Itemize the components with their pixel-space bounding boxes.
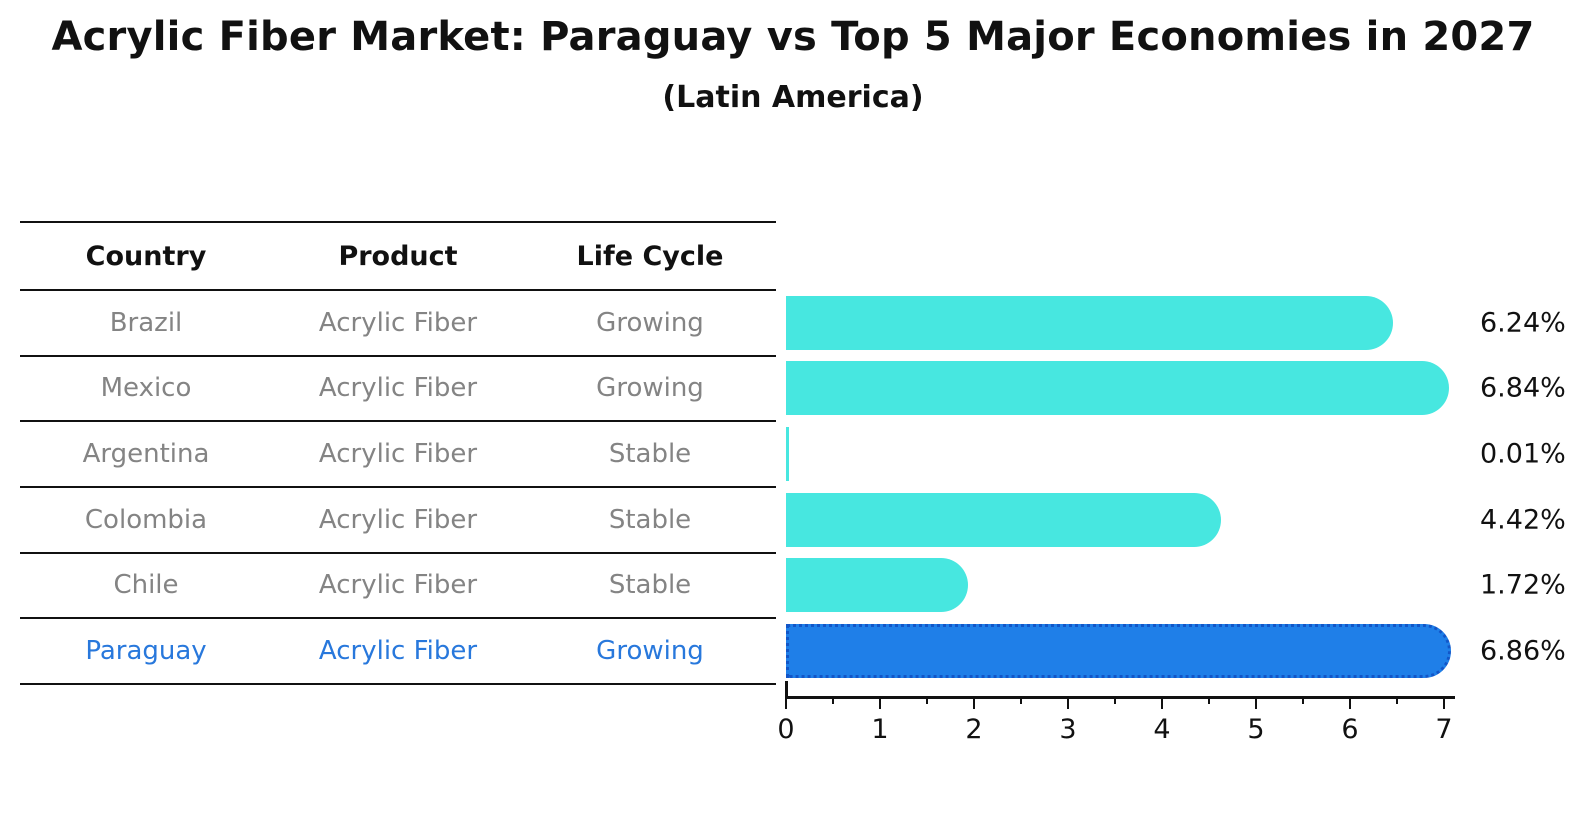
cell-country: Argentina: [82, 439, 210, 470]
x-minor-tick-3.5: [1114, 698, 1116, 704]
cell-product: Acrylic Fiber: [318, 373, 478, 404]
value-label-mexico: 6.84%: [1480, 372, 1566, 404]
bar-argentina: [786, 427, 789, 482]
x-tick-label-0: 0: [777, 714, 795, 745]
table-header-life-cycle: Life Cycle: [576, 240, 724, 272]
x-tick-2: [972, 698, 976, 709]
bar-paraguay: [786, 624, 1451, 679]
cell-country: Paraguay: [85, 636, 207, 667]
cell-life-cycle: Stable: [608, 439, 692, 470]
table-row-chile: Chile Acrylic Fiber Stable: [20, 554, 776, 620]
x-minor-tick-1.5: [926, 698, 928, 704]
x-tick-label-5: 5: [1247, 714, 1265, 745]
cell-country: Brazil: [109, 307, 183, 338]
cell-country: Colombia: [84, 504, 208, 535]
table-body: Brazil Acrylic Fiber Growing Mexico Acrylic …: [20, 291, 776, 685]
x-minor-tick-5.5: [1302, 698, 1304, 704]
table-header-country: Country: [85, 240, 207, 272]
x-tick-3: [1066, 698, 1070, 709]
x-minor-tick-6.5: [1396, 698, 1398, 704]
x-axis-left-end: [785, 681, 788, 697]
comparison-table: Country Product Life Cycle Brazil Acrylic…: [20, 221, 776, 685]
x-tick-label-3: 3: [1059, 714, 1077, 745]
bar-colombia: [786, 492, 1222, 547]
x-tick-label-4: 4: [1153, 714, 1171, 745]
value-label-colombia: 4.42%: [1480, 504, 1566, 536]
value-label-chile: 1.72%: [1480, 569, 1566, 601]
table-row-paraguay: Paraguay Acrylic Fiber Growing: [20, 619, 776, 685]
cell-life-cycle: Stable: [608, 504, 692, 535]
table-row-mexico: Mexico Acrylic Fiber Growing: [20, 357, 776, 423]
cell-product: Acrylic Fiber: [318, 504, 478, 535]
chart-title: Acrylic Fiber Market: Paraguay vs Top 5 …: [51, 14, 1535, 60]
cell-life-cycle: Growing: [596, 636, 704, 667]
cell-country: Mexico: [100, 373, 192, 404]
x-tick-label-2: 2: [965, 714, 983, 745]
cell-life-cycle: Growing: [596, 307, 704, 338]
value-label-paraguay: 6.86%: [1480, 635, 1566, 667]
cell-life-cycle: Stable: [608, 570, 692, 601]
table-row-argentina: Argentina Acrylic Fiber Stable: [20, 422, 776, 488]
cell-product: Acrylic Fiber: [318, 307, 478, 338]
table-row-brazil: Brazil Acrylic Fiber Growing: [20, 291, 776, 357]
cell-product: Acrylic Fiber: [318, 570, 478, 601]
x-minor-tick-0.5: [832, 698, 834, 704]
x-tick-7: [1442, 698, 1446, 709]
value-label-argentina: 0.01%: [1480, 438, 1566, 470]
cell-product: Acrylic Fiber: [318, 636, 478, 667]
x-tick-1: [878, 698, 882, 709]
bar-chile: [786, 558, 968, 613]
x-tick-0: [784, 698, 788, 709]
value-label-brazil: 6.24%: [1480, 307, 1566, 339]
bar-brazil: [786, 295, 1393, 350]
x-tick-6: [1348, 698, 1352, 709]
cell-life-cycle: Growing: [596, 373, 704, 404]
x-minor-tick-4.5: [1208, 698, 1210, 704]
table-row-colombia: Colombia Acrylic Fiber Stable: [20, 488, 776, 554]
x-axis-line: [785, 696, 1455, 699]
cell-product: Acrylic Fiber: [318, 439, 478, 470]
x-tick-label-6: 6: [1341, 714, 1359, 745]
x-tick-label-7: 7: [1435, 714, 1453, 745]
table-header-row: Country Product Life Cycle: [20, 223, 776, 291]
bar-mexico: [786, 361, 1449, 416]
x-tick-5: [1254, 698, 1258, 709]
table-header-product: Product: [338, 240, 458, 272]
cell-country: Chile: [113, 570, 179, 601]
x-tick-label-1: 1: [871, 714, 889, 745]
x-minor-tick-2.5: [1020, 698, 1022, 704]
chart-subtitle: (Latin America): [662, 80, 924, 115]
x-tick-4: [1160, 698, 1164, 709]
